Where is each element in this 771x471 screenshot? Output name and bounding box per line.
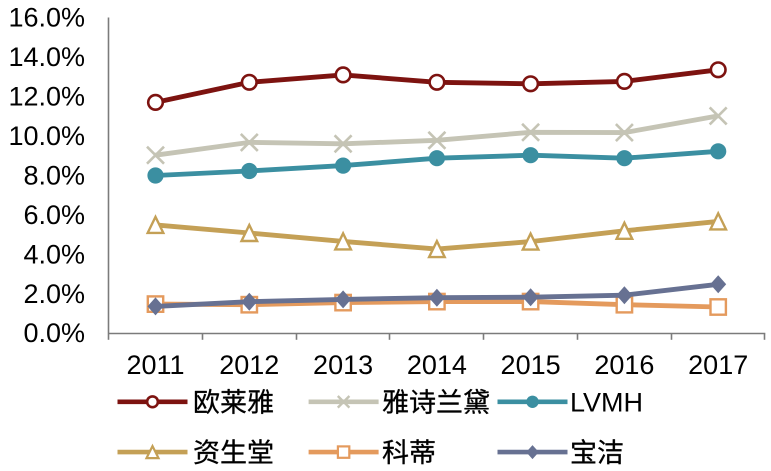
svg-text:2015: 2015 (501, 350, 561, 380)
svg-text:2016: 2016 (594, 350, 654, 380)
svg-text:6.0%: 6.0% (23, 200, 85, 230)
svg-text:10.0%: 10.0% (8, 121, 85, 151)
svg-text:2.0%: 2.0% (23, 279, 85, 309)
svg-text:LVMH: LVMH (570, 388, 643, 418)
svg-text:2012: 2012 (219, 350, 279, 380)
svg-text:16.0%: 16.0% (8, 3, 85, 33)
svg-text:8.0%: 8.0% (23, 160, 85, 190)
svg-text:4.0%: 4.0% (23, 239, 85, 269)
svg-text:14.0%: 14.0% (8, 42, 85, 72)
svg-text:0.0%: 0.0% (23, 318, 85, 348)
svg-text:2011: 2011 (126, 350, 184, 380)
svg-text:12.0%: 12.0% (8, 82, 85, 112)
svg-text:2014: 2014 (407, 350, 467, 380)
svg-text:2013: 2013 (313, 350, 373, 380)
svg-text:2017: 2017 (688, 350, 748, 380)
